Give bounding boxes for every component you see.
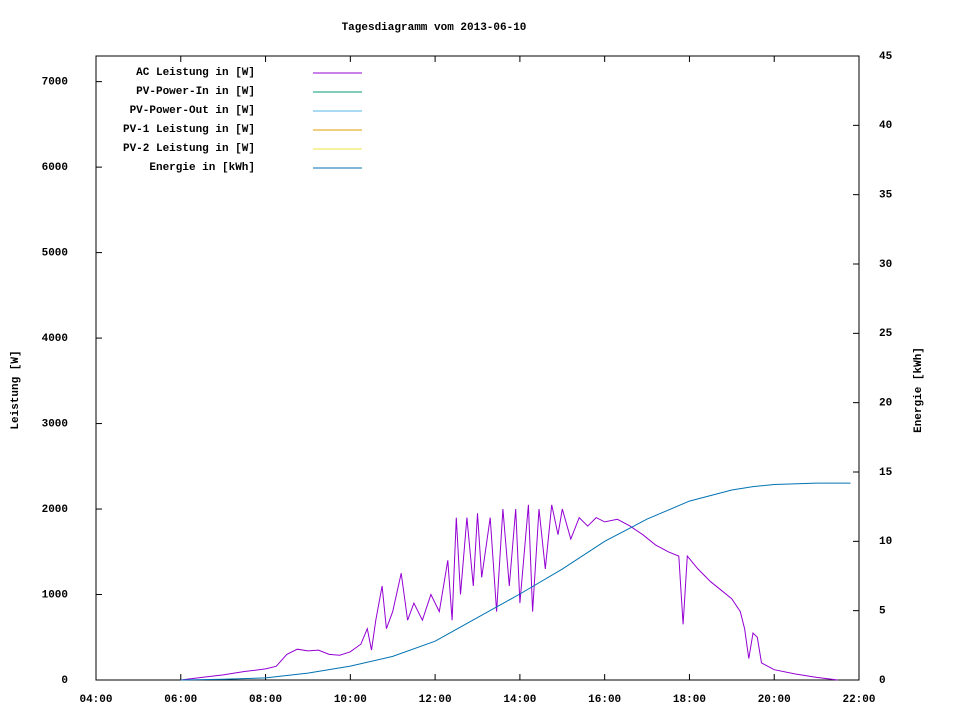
- y-tick-label: 3000: [42, 418, 68, 430]
- y-tick-label: 4000: [42, 333, 68, 345]
- y-tick-label: 1000: [42, 589, 68, 601]
- y2-tick-label: 20: [879, 398, 892, 410]
- x-tick-label: 20:00: [758, 694, 791, 706]
- legend-label: AC Leistung in [W]: [136, 67, 255, 79]
- y2-tick-label: 30: [879, 259, 892, 271]
- legend-label: PV-Power-Out in [W]: [130, 105, 255, 117]
- x-tick-label: 16:00: [588, 694, 621, 706]
- y2-tick-label: 45: [879, 51, 893, 63]
- plot-frame: [95, 55, 860, 681]
- legend-label: Energie in [kWh]: [149, 162, 255, 174]
- series-line: [180, 482, 851, 681]
- legend-label: PV-2 Leistung in [W]: [123, 143, 255, 155]
- x-tick-label: 18:00: [673, 694, 706, 706]
- y-tick-label: 2000: [42, 504, 68, 516]
- y2-tick-label: 25: [879, 328, 893, 340]
- legend-label: PV-Power-In in [W]: [136, 86, 255, 98]
- chart-title: Tagesdiagramm vom 2013-06-10: [342, 22, 527, 34]
- x-tick-label: 14:00: [503, 694, 536, 706]
- y2-tick-label: 15: [879, 467, 893, 479]
- legend-label: PV-1 Leistung in [W]: [123, 124, 255, 136]
- y2-tick-label: 5: [879, 606, 886, 618]
- y2-tick-label: 40: [879, 120, 892, 132]
- y2-tick-label: 0: [879, 675, 886, 687]
- y2-tick-label: 10: [879, 536, 892, 548]
- x-tick-label: 04:00: [79, 694, 112, 706]
- x-tick-label: 22:00: [842, 694, 875, 706]
- y-tick-label: 7000: [42, 77, 68, 89]
- x-tick-label: 12:00: [419, 694, 452, 706]
- y-tick-label: 6000: [42, 162, 68, 174]
- series-line: [180, 504, 838, 681]
- y-tick-label: 0: [61, 675, 68, 687]
- y2-axis-label: Energie [kWh]: [913, 347, 925, 433]
- x-tick-label: 08:00: [249, 694, 282, 706]
- x-tick-label: 10:00: [334, 694, 367, 706]
- y2-tick-label: 35: [879, 190, 893, 202]
- x-tick-label: 06:00: [164, 694, 197, 706]
- y-axis-label: Leistung [W]: [10, 350, 22, 429]
- y-tick-label: 5000: [42, 248, 68, 260]
